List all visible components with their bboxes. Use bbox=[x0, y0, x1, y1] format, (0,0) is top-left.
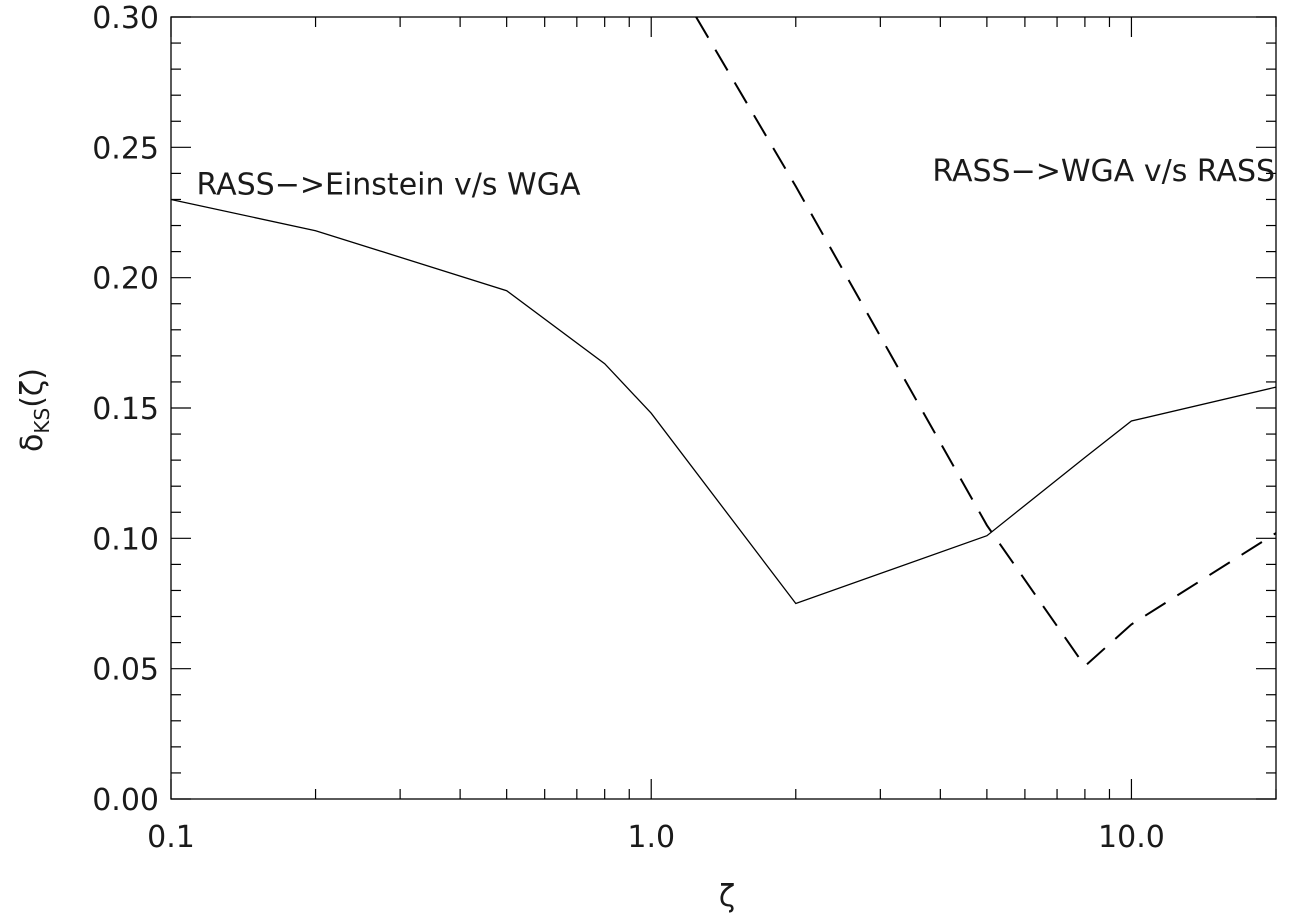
y-tick-label: 0.20 bbox=[92, 262, 159, 297]
y-axis-label-sub: KS bbox=[30, 408, 54, 434]
solid-series-line bbox=[170, 198, 1277, 605]
y-tick-label: 0.30 bbox=[92, 1, 159, 36]
plot-frame bbox=[170, 16, 1277, 800]
y-axis-label-arg: (ζ) bbox=[15, 368, 50, 408]
y-tick-labels: 0.00 0.05 0.10 0.15 0.20 0.25 0.30 bbox=[92, 1, 159, 818]
dashed-series-line bbox=[695, 16, 1277, 668]
y-axis-label: δKS(ζ) bbox=[15, 368, 54, 452]
y-tick-label: 0.00 bbox=[92, 783, 159, 818]
series-annotation: RASS−>Einstein v/s WGA bbox=[196, 167, 580, 202]
x-tick-label: 0.1 bbox=[147, 820, 195, 855]
series-annotation: RASS−>WGA v/s RASS bbox=[932, 154, 1275, 189]
y-tick-label: 0.15 bbox=[92, 392, 159, 427]
y-tick-label: 0.10 bbox=[92, 522, 159, 557]
y-axis-label-main: δ bbox=[15, 434, 50, 452]
y-tick-label: 0.05 bbox=[92, 653, 159, 688]
minor-ticks bbox=[171, 17, 1277, 799]
x-axis-label: ζ bbox=[719, 879, 735, 914]
y-tick-label: 0.25 bbox=[92, 131, 159, 166]
series-layer bbox=[170, 16, 1277, 668]
annotations: RASS−>Einstein v/s WGA RASS−>WGA v/s RASS bbox=[196, 154, 1275, 202]
x-tick-label: 1.0 bbox=[627, 820, 675, 855]
x-tick-label: 10.0 bbox=[1098, 820, 1165, 855]
x-tick-labels: 0.1 1.0 10.0 bbox=[147, 820, 1165, 855]
major-ticks bbox=[170, 16, 1276, 800]
